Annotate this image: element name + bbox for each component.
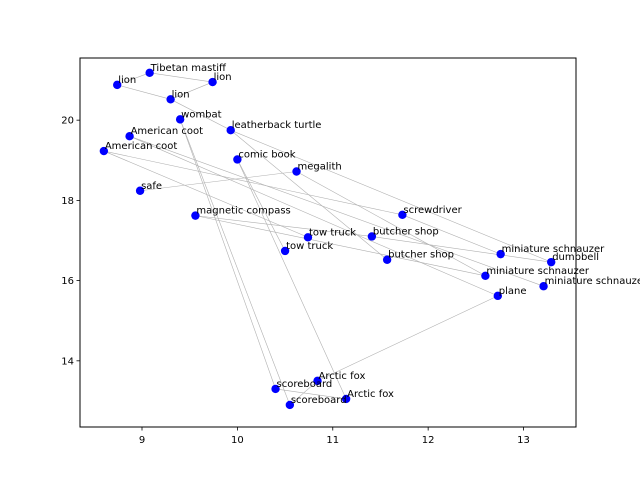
connection-line: [237, 159, 347, 400]
connection-line: [402, 214, 501, 255]
point-label: miniature schnauzer: [486, 266, 589, 277]
data-point: [382, 255, 392, 264]
point-label: comic book: [238, 149, 295, 160]
connection-line: [179, 119, 276, 389]
point-label: Arctic fox: [319, 371, 366, 382]
point-label: tow truck: [309, 227, 356, 238]
connection-line: [237, 159, 286, 252]
connection-line: [129, 135, 498, 297]
point-label: scoreboard: [291, 395, 347, 406]
data-point: [135, 186, 145, 195]
point-label: American coot: [105, 141, 178, 152]
connection-line: [296, 171, 486, 277]
connection-lines: [103, 72, 552, 406]
connection-line: [179, 119, 291, 406]
y-tick-label: 14: [61, 356, 74, 367]
connection-line: [103, 150, 309, 238]
data-point: [208, 77, 217, 87]
data-point: [539, 282, 548, 291]
connection-line: [117, 72, 150, 86]
point-label: butcher shop: [388, 250, 454, 261]
point-label: butcher shop: [373, 226, 439, 237]
x-tick-label: 11: [326, 435, 339, 446]
y-tick-label: 20: [61, 116, 74, 127]
x-axis-ticks: 9 10 11 12 13: [139, 427, 530, 446]
point-label: megalith: [298, 162, 342, 173]
point-label: scoreboard: [277, 379, 333, 390]
data-point: [367, 232, 377, 241]
connection-line: [317, 295, 498, 382]
data-point: [341, 394, 351, 404]
data-point: [233, 155, 242, 164]
x-tick-label: 10: [231, 435, 244, 446]
point-labels: Tibetan mastifflionlionlionwombatleather…: [105, 63, 640, 406]
data-point: [292, 167, 301, 176]
point-label: Tibetan mastiff: [150, 63, 227, 74]
x-tick-label: 9: [139, 435, 145, 446]
data-point: [313, 376, 322, 386]
data-point: [481, 271, 490, 280]
connection-line: [149, 72, 213, 83]
data-point: [496, 249, 505, 259]
data-point: [280, 246, 290, 256]
point-label: tow truck: [286, 241, 333, 252]
point-label: lion: [118, 75, 136, 86]
point-label: miniature schnauzer: [545, 276, 640, 287]
connection-line: [230, 129, 552, 263]
data-point: [166, 95, 175, 104]
data-point: [125, 132, 134, 141]
point-label: lion: [172, 89, 190, 100]
data-point: [303, 233, 313, 242]
data-points: [99, 68, 556, 410]
point-label: magnetic compass: [196, 206, 290, 217]
point-label: wombat: [181, 109, 222, 120]
connection-line: [129, 135, 544, 287]
data-point: [175, 115, 185, 124]
data-point: [285, 400, 295, 410]
data-point: [271, 384, 280, 394]
point-label: Arctic fox: [347, 389, 394, 400]
data-point: [99, 146, 109, 156]
connection-line: [103, 150, 403, 216]
x-tick-label: 13: [517, 435, 530, 446]
connection-line: [371, 236, 552, 263]
data-point: [547, 257, 556, 267]
connection-line: [195, 215, 372, 237]
point-label: American coot: [131, 126, 204, 137]
point-label: miniature schnauzer: [502, 244, 605, 255]
connection-line: [275, 388, 347, 400]
connection-line: [170, 99, 231, 131]
connection-line: [117, 84, 171, 100]
y-tick-label: 16: [61, 276, 74, 287]
data-point: [398, 210, 407, 220]
x-tick-label: 12: [422, 435, 435, 446]
data-point: [226, 125, 235, 135]
data-point: [145, 68, 154, 78]
point-label: safe: [141, 181, 162, 192]
point-label: plane: [499, 286, 527, 297]
data-point: [493, 291, 502, 301]
point-label: screwdriver: [403, 205, 462, 216]
connection-line: [140, 171, 297, 192]
connection-line: [170, 81, 213, 100]
y-tick-label: 18: [61, 196, 74, 207]
axes-frame: [79, 57, 577, 428]
y-axis-ticks: 14 16 18 20: [61, 116, 80, 367]
data-point: [113, 80, 122, 90]
data-point: [191, 211, 200, 220]
point-label: lion: [214, 72, 232, 83]
point-label: leatherback turtle: [232, 120, 322, 131]
connection-line: [195, 215, 486, 277]
